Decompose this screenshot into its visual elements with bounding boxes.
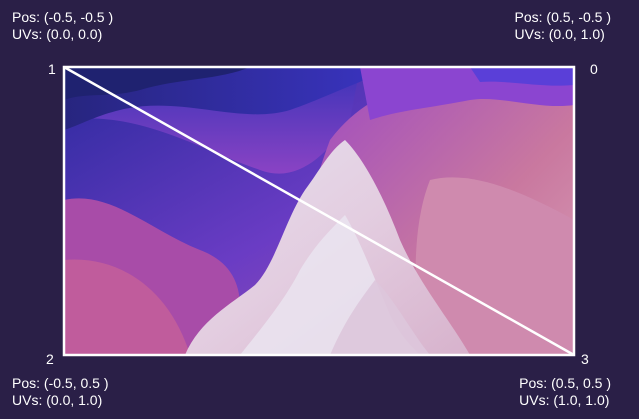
- vertex-3-pos: Pos: (0.5, 0.5 ): [519, 375, 611, 391]
- vertex-2-caption: Pos: (-0.5, 0.5 ) UVs: (0.0, 1.0): [12, 375, 108, 409]
- vertex-3-index: 3: [581, 351, 589, 367]
- vertex-2-pos: Pos: (-0.5, 0.5 ): [12, 375, 109, 391]
- vertex-0-index: 0: [590, 61, 598, 77]
- vertex-1-caption: Pos: (-0.5, -0.5 ) UVs: (0.0, 0.0): [12, 9, 113, 43]
- vertex-2-uvs: UVs: (0.0, 1.0): [12, 392, 103, 408]
- triangle-diagonal: [63, 65, 575, 357]
- quad-outline: [62, 65, 576, 357]
- texture-image: [64, 67, 574, 355]
- vertex-3-uvs: UVs: (1.0, 1.0): [519, 392, 610, 408]
- vertex-0-caption: Pos: (0.5, -0.5 ) UVs: (0.0, 1.0): [515, 9, 611, 43]
- vertex-1-pos: Pos: (-0.5, -0.5 ): [12, 9, 114, 25]
- vertex-3-caption: Pos: (0.5, 0.5 ) UVs: (1.0, 1.0): [519, 375, 611, 409]
- vertex-0-uvs: UVs: (0.0, 1.0): [514, 26, 605, 42]
- vertex-1-uvs: UVs: (0.0, 0.0): [12, 26, 103, 42]
- vertex-0-pos: Pos: (0.5, -0.5 ): [514, 9, 611, 25]
- vertex-1-index: 1: [48, 61, 56, 77]
- vertex-2-index: 2: [46, 351, 54, 367]
